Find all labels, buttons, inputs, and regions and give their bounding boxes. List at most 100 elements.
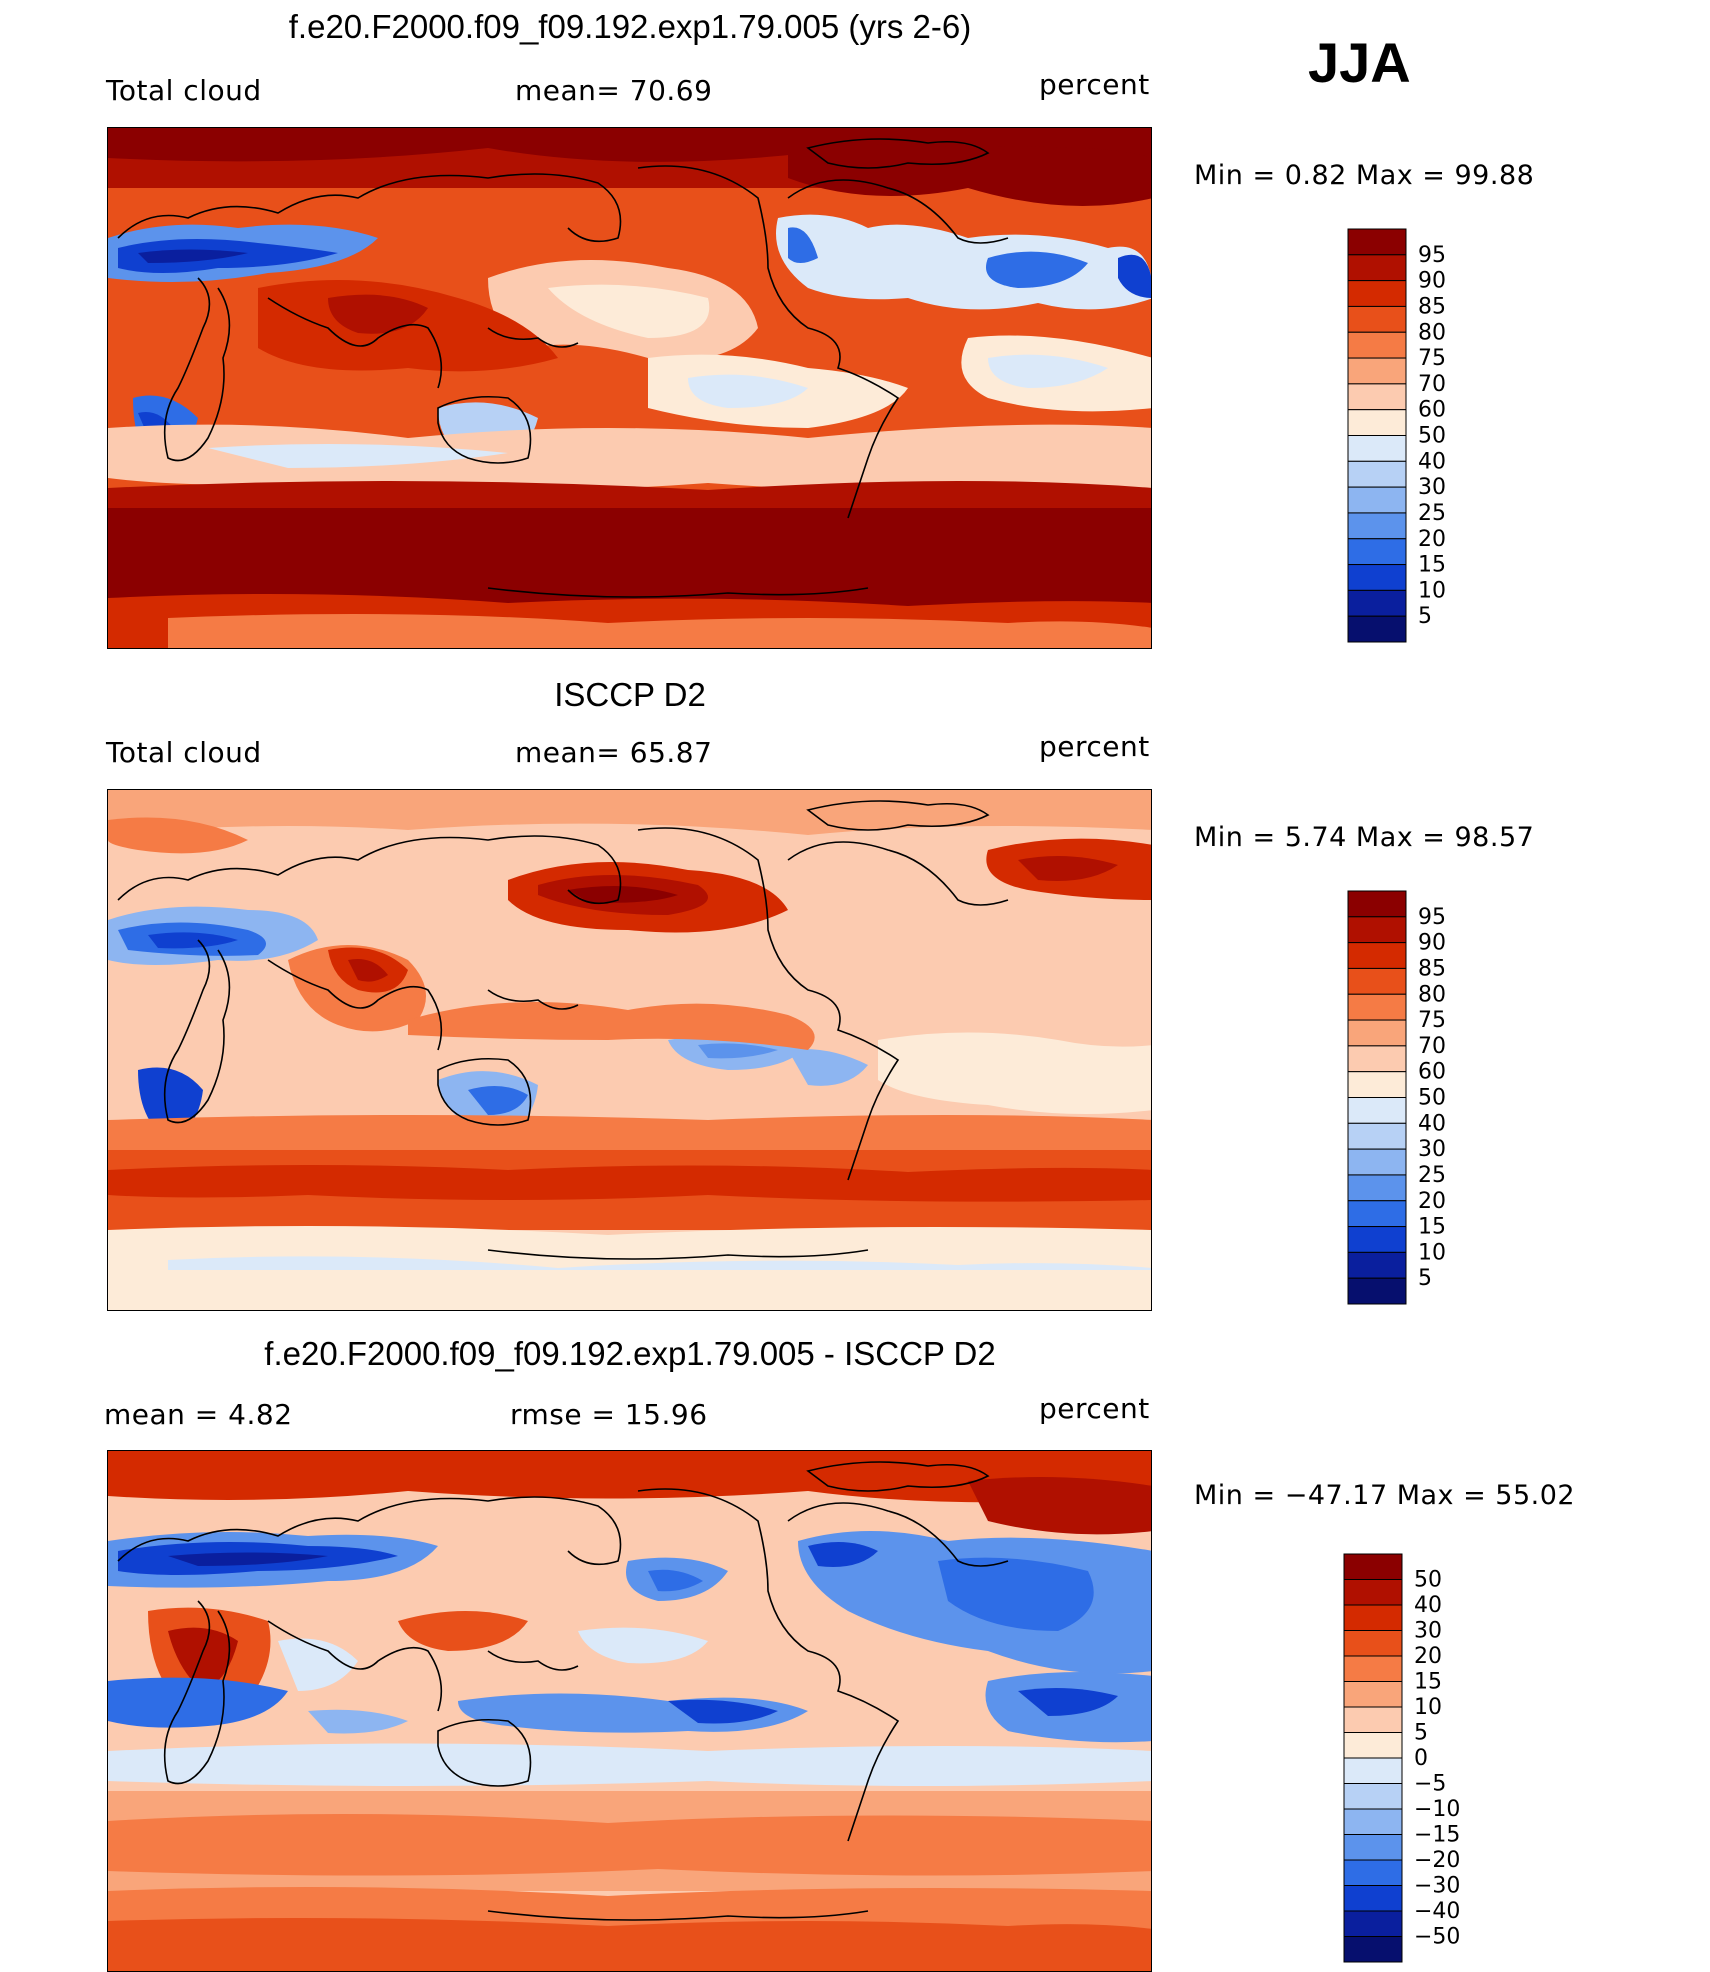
colorbar-swatch [1347,967,1407,995]
colorbar-tick-label: 5 [1414,1721,1428,1746]
colorbar-swatch [1347,1019,1407,1047]
colorbar-swatch [1347,1122,1407,1150]
colorbar-tick-label: 20 [1418,1189,1446,1214]
colorbar-swatch [1343,1885,1403,1912]
colorbar-swatch [1347,409,1407,436]
colorbar-tick-label: −15 [1414,1823,1460,1848]
colorbar-swatch [1343,1553,1403,1580]
colorbar-tick-label: 15 [1414,1670,1442,1695]
colorbar-tick-label: 10 [1414,1695,1442,1720]
colorbar-swatch [1347,538,1407,566]
colorbar-tick-label: 90 [1418,269,1446,294]
panel1-title: f.e20.F2000.f09_f09.192.exp1.79.005 (yrs… [288,8,972,45]
colorbar-tick-label: 40 [1414,1593,1442,1618]
colorbar-tick-label: 75 [1418,1008,1446,1033]
colorbar-tick-label: −10 [1414,1797,1460,1822]
panel1-minmax: Min = 0.82 Max = 99.88 [1194,160,1535,191]
colorbar-tick-label: 10 [1418,578,1446,603]
colorbar-swatch [1347,564,1407,591]
colorbar-swatch [1343,1808,1403,1835]
colorbar-swatch [1347,486,1407,514]
panel2-map [107,789,1152,1311]
panel2-units-label: percent [1039,730,1150,763]
colorbar-swatch [1347,1148,1407,1176]
colorbar-swatch [1347,512,1407,540]
colorbar-tick-label: 20 [1418,527,1446,552]
colorbar-swatch [1347,1226,1407,1253]
colorbar-swatch [1347,615,1407,643]
colorbar-swatch [1343,1936,1403,1963]
panel3-minmax: Min = −47.17 Max = 55.02 [1194,1480,1576,1511]
colorbar-swatch [1347,228,1407,256]
colorbar-tick-label: 90 [1418,931,1446,956]
colorbar-tick-label: 30 [1418,1137,1446,1162]
colorbar-tick-label: −50 [1414,1925,1460,1950]
colorbar-tick-label: 80 [1418,982,1446,1007]
panel2-minmax: Min = 5.74 Max = 98.57 [1194,822,1535,853]
panel3-title: f.e20.F2000.f09_f09.192.exp1.79.005 - IS… [264,1335,996,1372]
colorbar-tick-label: 50 [1414,1568,1442,1593]
colorbar-tick-label: 0 [1414,1746,1428,1771]
colorbar-swatch [1347,357,1407,385]
colorbar-swatch [1347,1251,1407,1279]
panel2-title: ISCCP D2 [554,676,706,713]
colorbar-tick-label: 5 [1418,1266,1432,1291]
panel3-units-label: percent [1039,1392,1150,1425]
colorbar-tick-label: 30 [1414,1619,1442,1644]
colorbar-tick-label: 40 [1418,1111,1446,1136]
panel2-colorbar: 95 90 85 80 75 70 60 50 40 30 25 20 15 10 5 [1347,890,1446,1305]
colorbar-swatch [1343,1910,1403,1937]
colorbar-tick-label: 5 [1418,604,1432,629]
colorbar-swatch [1347,305,1407,333]
colorbar-swatch [1347,942,1407,969]
colorbar-tick-label: −40 [1414,1899,1460,1924]
panel3-rmse-label: rmse = 15.96 [510,1398,708,1431]
colorbar-swatch [1347,589,1407,617]
panel3-colorbar: 50 40 30 20 15 10 5 0 −5 −10 −15 −20 −30 −40 −50 [1343,1553,1460,1963]
colorbar-swatch [1347,435,1407,462]
panel1-map [107,127,1152,649]
colorbar-tick-label: 50 [1418,424,1446,449]
colorbar-swatch [1343,1732,1403,1759]
colorbar-tick-label: 85 [1418,294,1446,319]
colorbar-tick-label: −5 [1414,1772,1446,1797]
colorbar-swatch [1343,1706,1403,1733]
colorbar-swatch [1343,1681,1403,1708]
colorbar-swatch [1347,890,1407,918]
season-label: JJA [1308,31,1411,94]
colorbar-tick-label: 30 [1418,475,1446,500]
colorbar-swatch [1347,1071,1407,1098]
colorbar-tick-label: 25 [1418,1163,1446,1188]
panel1-units-label: percent [1039,68,1150,101]
colorbar-tick-label: 75 [1418,346,1446,371]
colorbar-swatch [1343,1604,1403,1631]
colorbar-tick-label: 40 [1418,449,1446,474]
panel2-mean-label: mean= 65.87 [515,736,713,769]
panel1-colorbar: 95 90 85 80 75 70 60 50 40 30 25 20 15 10 5 [1347,228,1446,643]
colorbar-swatch [1347,1200,1407,1228]
colorbar-tick-label: 95 [1418,905,1446,930]
colorbar-swatch [1347,331,1407,359]
colorbar-tick-label: −20 [1414,1848,1460,1873]
colorbar-swatch [1347,1174,1407,1202]
colorbar-swatch [1347,460,1407,488]
colorbar-tick-label: 95 [1418,243,1446,268]
colorbar-tick-label: 15 [1418,553,1446,578]
colorbar-swatch [1343,1757,1403,1784]
colorbar-swatch [1343,1834,1403,1861]
colorbar-swatch [1347,280,1407,307]
panel1-variable-label: Total cloud [106,74,262,107]
colorbar-tick-label: −30 [1414,1874,1460,1899]
colorbar-swatch [1343,1783,1403,1810]
colorbar-swatch [1347,383,1407,411]
colorbar-swatch [1343,1579,1403,1606]
colorbar-swatch [1343,1630,1403,1657]
panel1-mean-label: mean= 70.69 [515,74,713,107]
colorbar-swatch [1347,254,1407,282]
panel2-variable-label: Total cloud [106,736,262,769]
colorbar-tick-label: 85 [1418,956,1446,981]
colorbar-tick-label: 60 [1418,1060,1446,1085]
